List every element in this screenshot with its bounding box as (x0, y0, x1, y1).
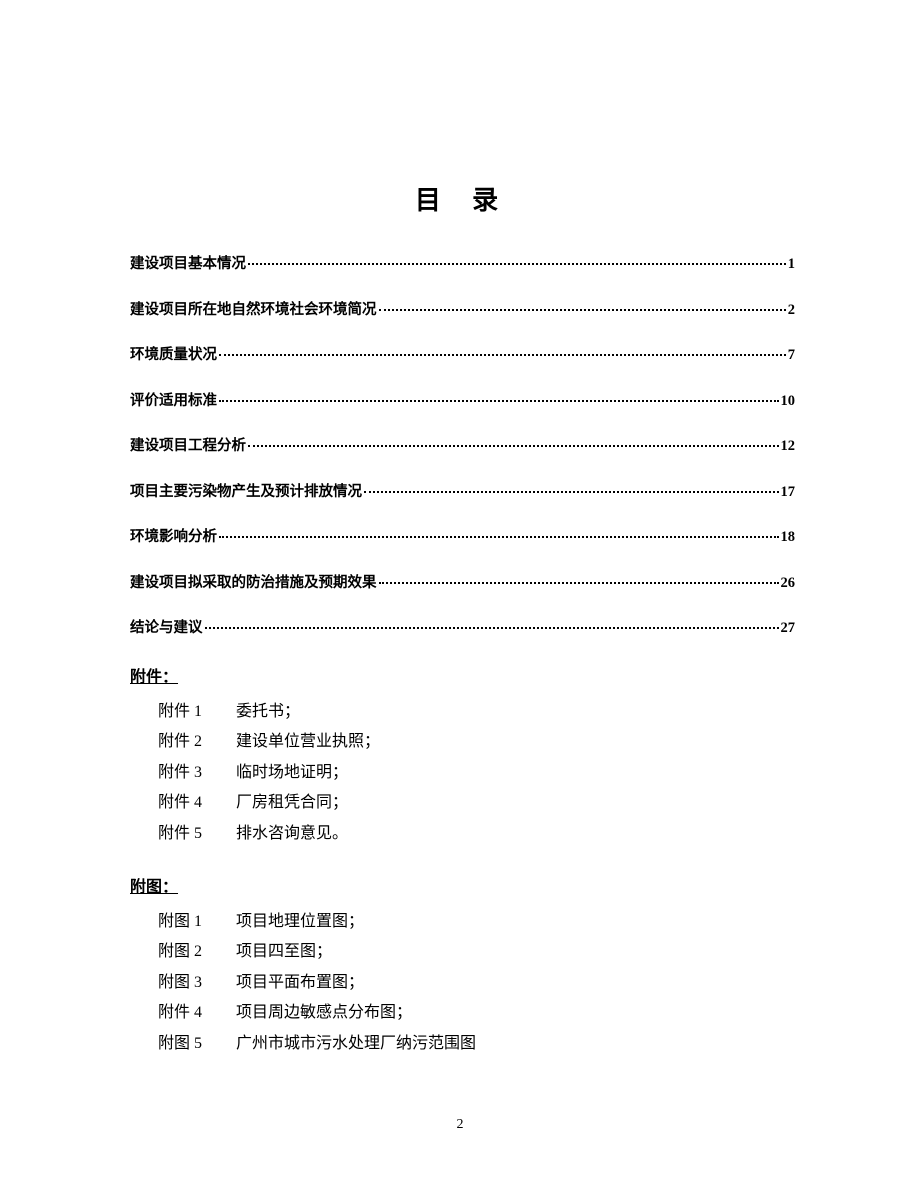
toc-dots (219, 536, 779, 538)
toc-page: 2 (788, 302, 795, 319)
appendix-text: 排水咨询意见。 (236, 819, 348, 849)
toc-label: 结论与建议 (130, 616, 203, 637)
appendix-num: 附件 5 (158, 819, 236, 849)
appendix-num: 附件 3 (158, 758, 236, 788)
toc-page: 1 (788, 256, 795, 273)
toc-dots (379, 582, 779, 584)
toc-entry: 建设项目拟采取的防治措施及预期效果 26 (130, 571, 795, 592)
toc-page: 10 (781, 393, 796, 410)
appendix-text: 委托书； (236, 697, 300, 727)
toc-page: 7 (788, 347, 795, 364)
toc-entry: 项目主要污染物产生及预计排放情况 17 (130, 480, 795, 501)
figure-num: 附图 1 (158, 907, 236, 937)
figure-item: 附件 4 项目周边敏感点分布图； (130, 998, 795, 1028)
figure-text: 项目平面布置图； (236, 968, 364, 998)
figure-num: 附件 4 (158, 998, 236, 1028)
toc-entry: 建设项目工程分析 12 (130, 434, 795, 455)
toc-page: 27 (781, 620, 796, 637)
toc-entry: 评价适用标准 10 (130, 389, 795, 410)
toc-dots (219, 354, 786, 356)
figures-list: 附图 1 项目地理位置图； 附图 2 项目四至图； 附图 3 项目平面布置图； … (130, 907, 795, 1059)
toc-dots (248, 445, 779, 447)
figures-heading: 附图： (130, 873, 795, 897)
toc-entry: 建设项目所在地自然环境社会环境简况 2 (130, 298, 795, 319)
appendix-text: 建设单位营业执照； (236, 727, 380, 757)
toc-label: 评价适用标准 (130, 389, 217, 410)
figure-text: 项目四至图； (236, 937, 332, 967)
figure-text: 项目周边敏感点分布图； (236, 998, 412, 1028)
toc-page: 18 (781, 529, 796, 546)
attachments-heading: 附件： (130, 663, 795, 687)
appendix-item: 附件 2 建设单位营业执照； (130, 727, 795, 757)
page-number: 2 (0, 1117, 920, 1133)
toc-label: 建设项目工程分析 (130, 434, 246, 455)
attachments-list: 附件 1 委托书； 附件 2 建设单位营业执照； 附件 3 临时场地证明； 附件… (130, 697, 795, 849)
figure-num: 附图 3 (158, 968, 236, 998)
appendix-item: 附件 4 厂房租凭合同； (130, 788, 795, 818)
toc-page: 17 (781, 484, 796, 501)
page-content: 目 录 建设项目基本情况 1 建设项目所在地自然环境社会环境简况 2 环境质量状… (0, 0, 920, 1059)
figure-item: 附图 2 项目四至图； (130, 937, 795, 967)
toc-page: 26 (781, 575, 796, 592)
toc-label: 环境质量状况 (130, 343, 217, 364)
toc-entry: 建设项目基本情况 1 (130, 252, 795, 273)
toc-dots (219, 400, 779, 402)
toc-label: 环境影响分析 (130, 525, 217, 546)
appendix-num: 附件 1 (158, 697, 236, 727)
appendix-item: 附件 5 排水咨询意见。 (130, 819, 795, 849)
toc-entry: 结论与建议 27 (130, 616, 795, 637)
appendix-num: 附件 2 (158, 727, 236, 757)
toc-page: 12 (781, 438, 796, 455)
appendix-item: 附件 1 委托书； (130, 697, 795, 727)
figure-item: 附图 5 广州市城市污水处理厂纳污范围图 (130, 1029, 795, 1059)
toc-entry: 环境影响分析 18 (130, 525, 795, 546)
toc-dots (379, 309, 786, 311)
figure-item: 附图 3 项目平面布置图； (130, 968, 795, 998)
toc-label: 项目主要污染物产生及预计排放情况 (130, 480, 362, 501)
figure-num: 附图 2 (158, 937, 236, 967)
toc-label: 建设项目基本情况 (130, 252, 246, 273)
figure-num: 附图 5 (158, 1029, 236, 1059)
toc-label: 建设项目拟采取的防治措施及预期效果 (130, 571, 377, 592)
toc-label: 建设项目所在地自然环境社会环境简况 (130, 298, 377, 319)
appendix-num: 附件 4 (158, 788, 236, 818)
toc-dots (205, 627, 779, 629)
appendix-item: 附件 3 临时场地证明； (130, 758, 795, 788)
figure-item: 附图 1 项目地理位置图； (130, 907, 795, 937)
appendix-text: 厂房租凭合同； (236, 788, 348, 818)
appendix-text: 临时场地证明； (236, 758, 348, 788)
toc-dots (364, 491, 779, 493)
toc-entry: 环境质量状况 7 (130, 343, 795, 364)
figure-text: 广州市城市污水处理厂纳污范围图 (236, 1029, 476, 1059)
toc-dots (248, 263, 786, 265)
toc-title: 目 录 (130, 180, 795, 217)
figure-text: 项目地理位置图； (236, 907, 364, 937)
toc-list: 建设项目基本情况 1 建设项目所在地自然环境社会环境简况 2 环境质量状况 7 … (130, 252, 795, 637)
